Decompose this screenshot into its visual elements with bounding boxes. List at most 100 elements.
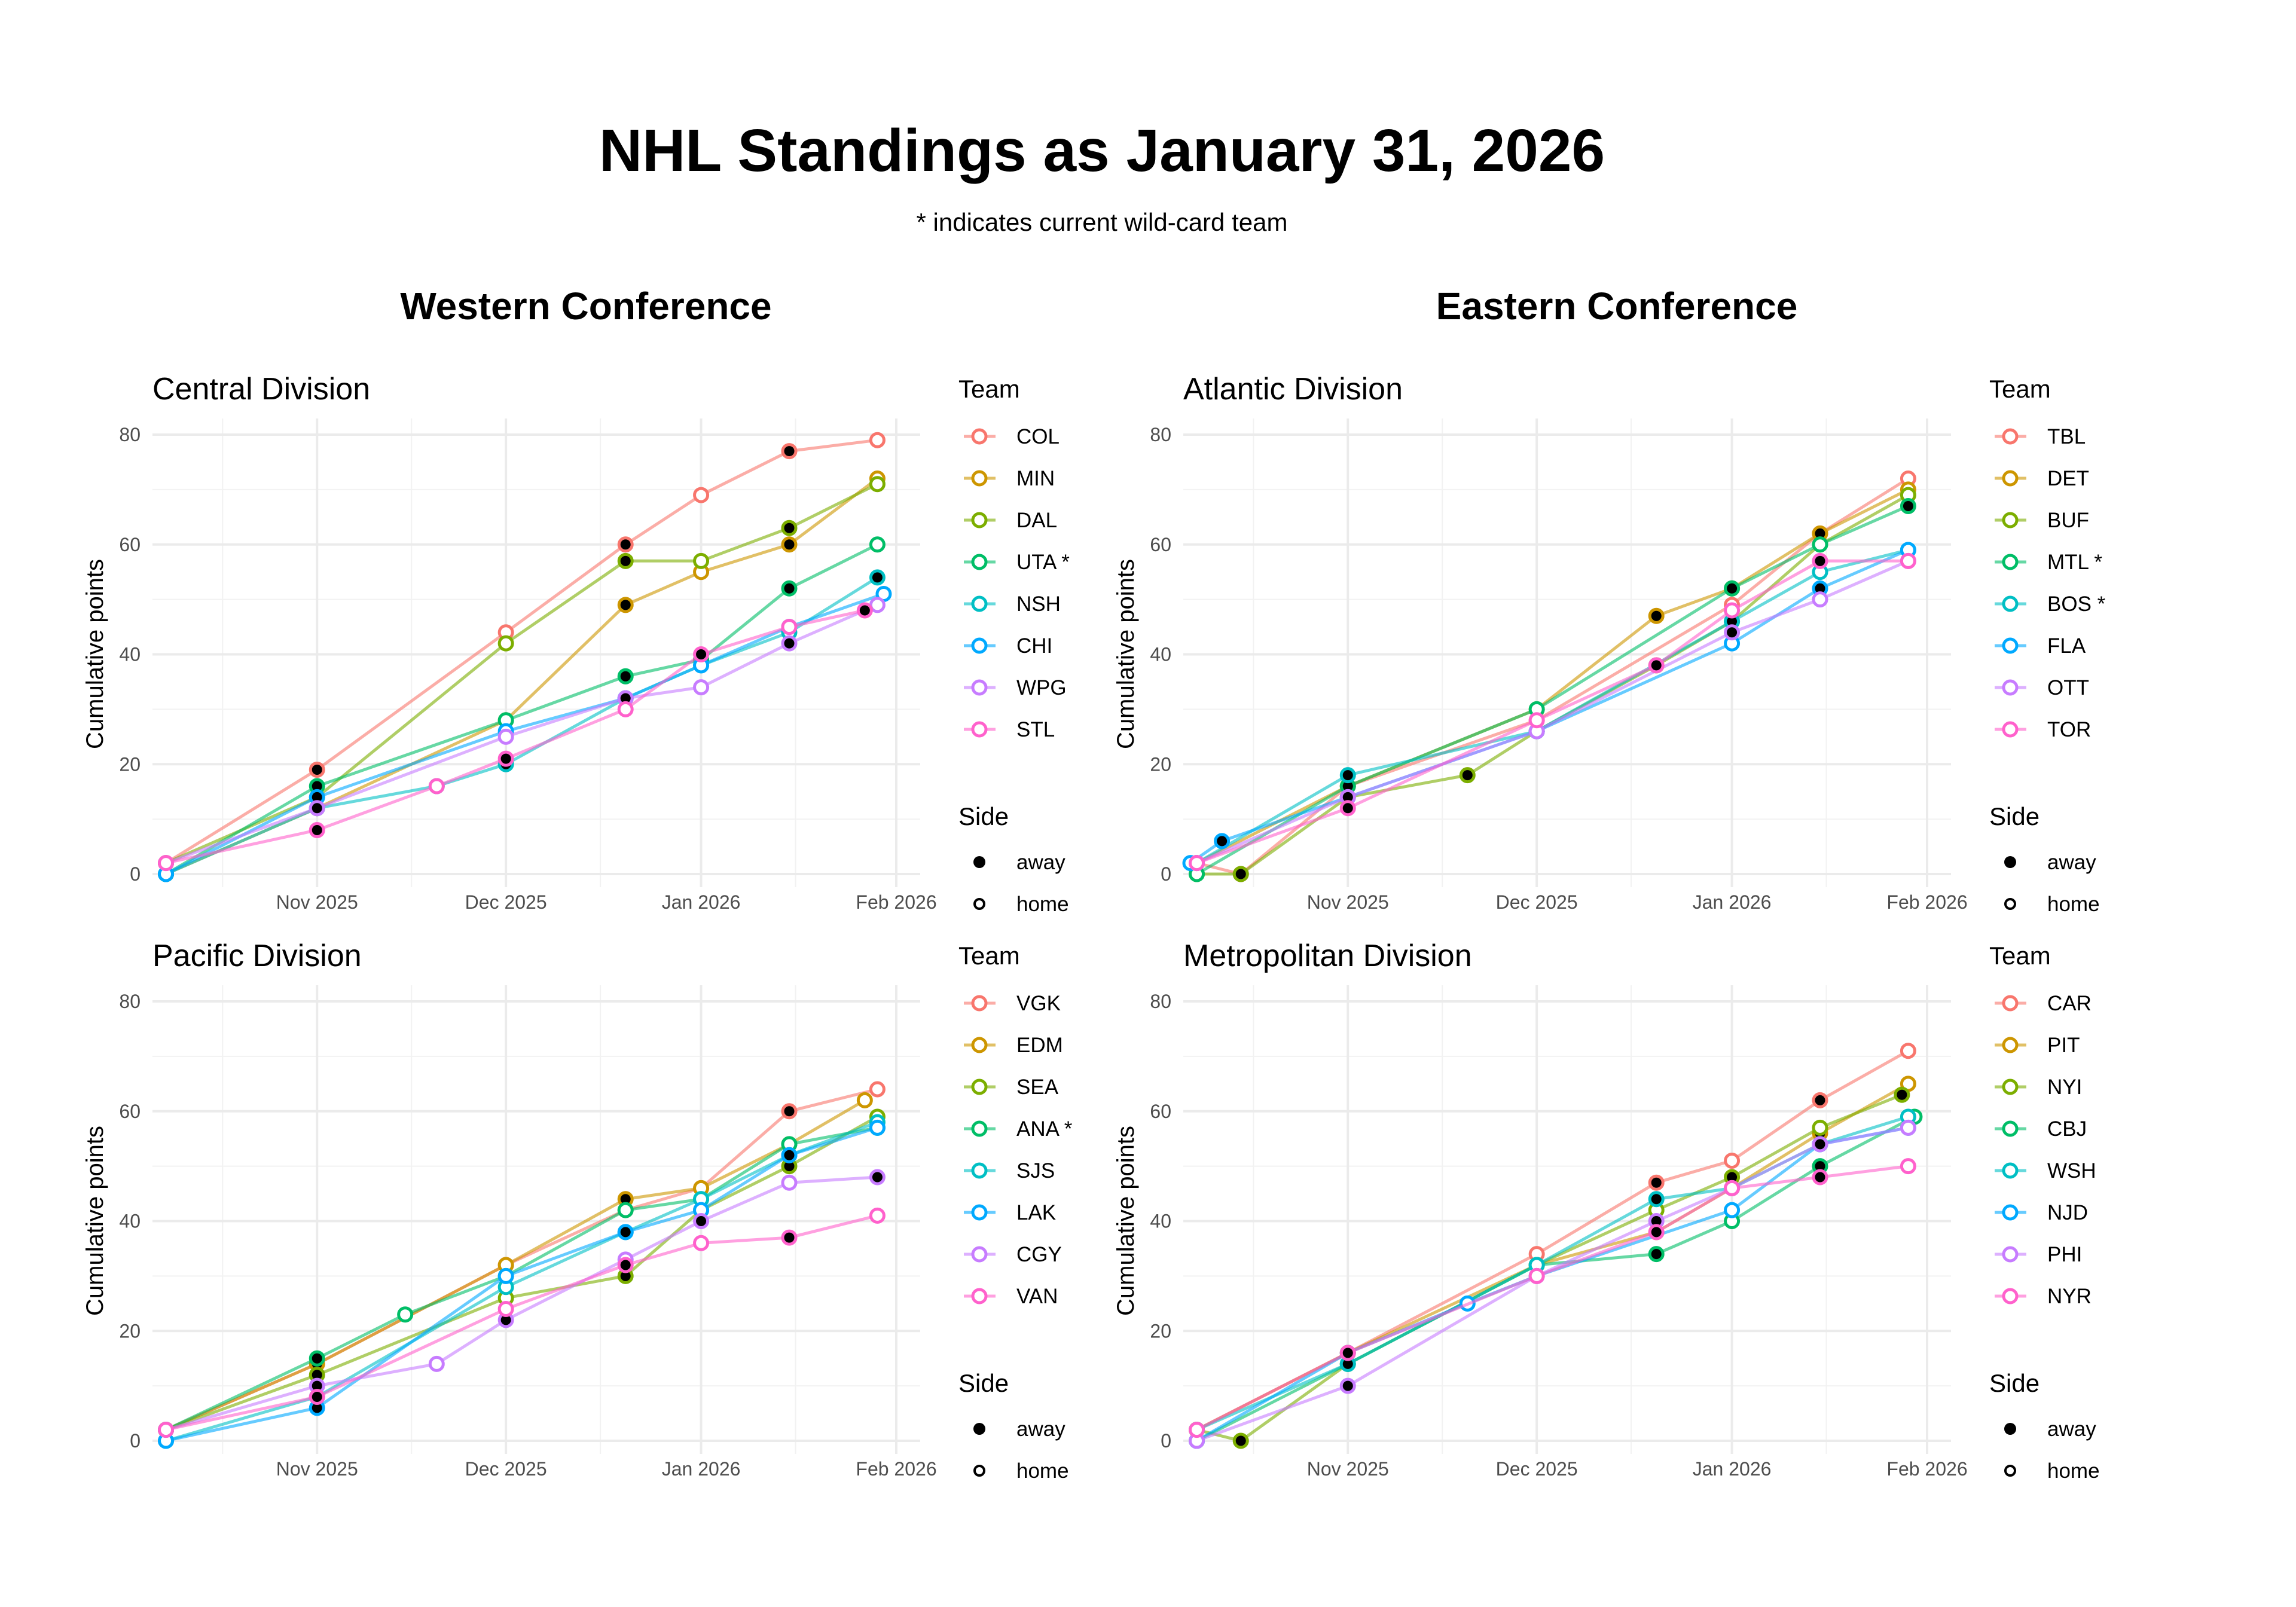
series-line — [165, 1126, 878, 1431]
legend-key-marker — [2002, 679, 2019, 696]
series-line — [1196, 477, 1909, 876]
legend-key-marker — [2002, 470, 2019, 487]
legend-title-side: Side — [958, 802, 1009, 830]
data-point — [1812, 552, 1828, 569]
legend-side-label: home — [1016, 1459, 1069, 1483]
legend-key-marker — [2002, 1162, 2019, 1179]
y-axis-label: Cumulative points — [1113, 559, 1139, 749]
y-tick-label: 20 — [119, 1320, 141, 1342]
legend-label: EDM — [1016, 1034, 1063, 1057]
legend-key-marker — [971, 1037, 988, 1053]
legend-label: SJS — [1016, 1159, 1055, 1183]
y-tick-label: 0 — [130, 863, 141, 885]
legend-key-marker — [971, 995, 988, 1012]
data-point — [309, 761, 325, 778]
series-line — [1196, 1126, 1909, 1443]
legend-item: CHI — [964, 634, 1052, 658]
legend-label: COL — [1016, 425, 1060, 448]
legend-key-marker — [2002, 1246, 2019, 1263]
y-tick-label: 40 — [1150, 644, 1171, 665]
data-point — [1900, 497, 1916, 514]
legend-item: SJS — [964, 1159, 1055, 1183]
data-point — [497, 1301, 514, 1317]
legend-label: VGK — [1016, 992, 1061, 1015]
legend-item: COL — [964, 425, 1060, 448]
series-line — [1196, 505, 1909, 876]
legend-item: OTT — [1995, 676, 2089, 699]
legend-item: DAL — [964, 509, 1057, 532]
legend-side-label: home — [1016, 893, 1069, 916]
legend-item: NYI — [1995, 1076, 2082, 1099]
data-point — [1528, 1267, 1545, 1284]
series-line — [1196, 1093, 1903, 1443]
legend-item: PHI — [1995, 1243, 2082, 1266]
division-title: Atlantic Division — [1183, 372, 1403, 407]
data-point — [1189, 1422, 1205, 1438]
legend-key-marker — [971, 1120, 988, 1137]
series-line — [1196, 1165, 1909, 1431]
series-bos — [1189, 542, 1916, 872]
legend-side-label: home — [2047, 1459, 2100, 1483]
y-tick-label: 0 — [1161, 863, 1171, 885]
legend-item: EDM — [964, 1034, 1063, 1057]
legend-item: WPG — [964, 676, 1067, 699]
y-axis-label: Cumulative points — [82, 559, 108, 749]
data-point — [497, 728, 514, 745]
x-tick-label: Dec 2025 — [465, 891, 547, 913]
data-point — [869, 1207, 886, 1224]
y-axis-label: Cumulative points — [82, 1126, 108, 1316]
division-title: Central Division — [152, 372, 370, 407]
legend-item: BOS * — [1995, 592, 2106, 616]
legend-title-team: Team — [1989, 942, 2051, 970]
division-title: Pacific Division — [152, 939, 362, 973]
legend-label: MIN — [1016, 467, 1055, 490]
legend-label: DAL — [1016, 509, 1057, 532]
data-point — [869, 476, 886, 493]
data-point — [869, 432, 886, 448]
legend-label: DET — [2047, 467, 2089, 490]
data-point — [693, 1213, 710, 1229]
data-point — [617, 701, 634, 717]
series-nyr — [1189, 1158, 1916, 1438]
series-line — [1189, 548, 1909, 864]
data-point — [617, 1257, 634, 1273]
data-point — [1648, 657, 1665, 674]
data-point — [1812, 1136, 1828, 1153]
y-tick-label: 80 — [119, 991, 141, 1012]
data-point — [1724, 1180, 1741, 1196]
data-point — [309, 1350, 325, 1367]
data-point — [617, 668, 634, 685]
x-tick-label: Jan 2026 — [662, 1458, 741, 1480]
y-axis-label: Cumulative points — [1113, 1126, 1139, 1316]
legend-key-marker — [971, 1204, 988, 1221]
legend-label: VAN — [1016, 1285, 1058, 1308]
legend-label: NJD — [2047, 1201, 2088, 1224]
legend-title-team: Team — [1989, 375, 2051, 403]
data-point — [1724, 1152, 1741, 1169]
legend-side-label: away — [2047, 1417, 2096, 1441]
legend-label: LAK — [1016, 1201, 1056, 1224]
y-tick-label: 80 — [1150, 424, 1171, 445]
legend-key-marker — [971, 1288, 988, 1304]
data-point — [1648, 1191, 1665, 1208]
data-point — [428, 1355, 445, 1372]
data-point — [1724, 1202, 1741, 1218]
series-line — [1196, 1115, 1916, 1443]
legend-label: CBJ — [2047, 1117, 2087, 1141]
x-tick-label: Jan 2026 — [1693, 891, 1772, 913]
data-point — [1339, 1377, 1356, 1394]
data-point — [1812, 591, 1828, 608]
data-point — [158, 1422, 175, 1438]
data-point — [1648, 1224, 1665, 1241]
legend-key-marker — [2002, 428, 2019, 445]
legend-item: ANA * — [964, 1117, 1073, 1141]
data-point — [693, 679, 710, 696]
series-van — [158, 1207, 886, 1438]
series-lak — [158, 1119, 886, 1449]
x-tick-label: Nov 2025 — [276, 1458, 358, 1480]
data-point — [497, 635, 514, 652]
data-point — [693, 1235, 710, 1251]
data-point — [1214, 833, 1231, 850]
legend-label: STL — [1016, 718, 1055, 741]
series-line — [165, 477, 878, 876]
